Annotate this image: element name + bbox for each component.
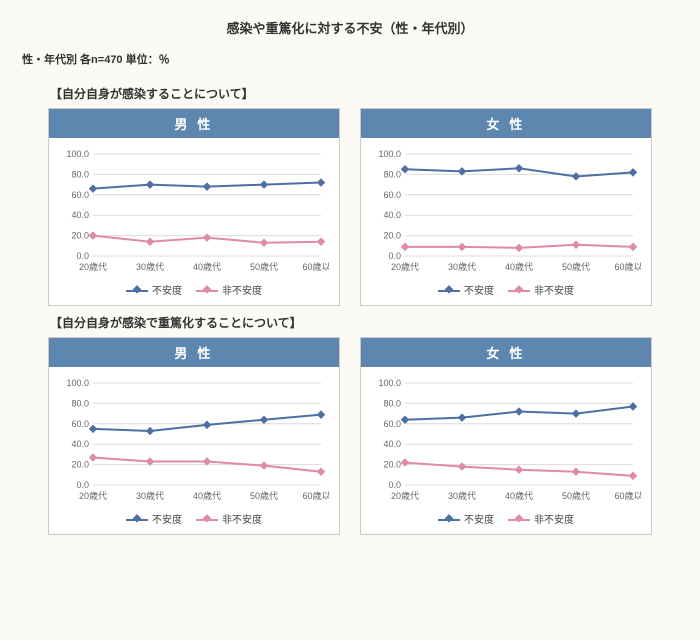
chart-plot-area: 0.0 20.0 40.0 60.0 80.0 100.0 20歳代 30歳代 40歳代 50歳代…: [49, 138, 339, 278]
svg-text:40歳代: 40歳代: [193, 490, 221, 501]
svg-text:60.0: 60.0: [71, 419, 89, 429]
svg-text:80.0: 80.0: [71, 398, 89, 408]
sample-note: 性・年代別 各n=470 単位：％: [22, 51, 700, 67]
svg-text:40.0: 40.0: [383, 439, 401, 449]
legend-label: 非不安度: [222, 511, 262, 526]
svg-text:100.0: 100.0: [378, 149, 401, 159]
chart-panel: 女 性 0.0 20.0 40.0 60.0 80.0 100.0 20歳代 30歳代 40歳代 5…: [360, 108, 652, 306]
legend-item: 不安度: [126, 282, 182, 297]
chart-legend: 不安度 非不安度: [361, 507, 651, 534]
svg-text:60歳以上: 60歳以上: [614, 261, 641, 272]
svg-text:20.0: 20.0: [71, 231, 89, 241]
svg-text:60.0: 60.0: [383, 419, 401, 429]
svg-text:50歳代: 50歳代: [562, 490, 590, 501]
svg-text:40.0: 40.0: [71, 210, 89, 220]
legend-item: 非不安度: [508, 511, 574, 526]
chart-panel: 男 性 0.0 20.0 40.0 60.0 80.0 100.0 20歳代 30歳代 40歳代 5…: [48, 108, 340, 306]
svg-text:50歳代: 50歳代: [250, 261, 278, 272]
svg-text:30歳代: 30歳代: [136, 261, 164, 272]
chart-panel: 男 性 0.0 20.0 40.0 60.0 80.0 100.0 20歳代 30歳代 40歳代 5…: [48, 337, 340, 535]
svg-text:20歳代: 20歳代: [79, 490, 107, 501]
svg-text:80.0: 80.0: [71, 169, 89, 179]
svg-text:60.0: 60.0: [71, 190, 89, 200]
legend-label: 非不安度: [534, 282, 574, 297]
svg-text:20.0: 20.0: [383, 231, 401, 241]
legend-label: 非不安度: [222, 282, 262, 297]
svg-text:20歳代: 20歳代: [79, 261, 107, 272]
chart-row: 男 性 0.0 20.0 40.0 60.0 80.0 100.0 20歳代 30歳代 40歳代 5…: [0, 337, 700, 535]
legend-label: 不安度: [152, 282, 182, 297]
svg-text:40.0: 40.0: [383, 210, 401, 220]
chart-plot-area: 0.0 20.0 40.0 60.0 80.0 100.0 20歳代 30歳代 40歳代 50歳代…: [49, 367, 339, 507]
svg-text:40歳代: 40歳代: [193, 261, 221, 272]
legend-label: 不安度: [464, 511, 494, 526]
page-title: 感染や重篤化に対する不安（性・年代別）: [0, 18, 700, 37]
chart-legend: 不安度 非不安度: [49, 507, 339, 534]
legend-item: 非不安度: [508, 282, 574, 297]
svg-text:20歳代: 20歳代: [391, 490, 419, 501]
chart-header: 男 性: [49, 338, 339, 367]
svg-text:40歳代: 40歳代: [505, 261, 533, 272]
svg-text:30歳代: 30歳代: [448, 261, 476, 272]
svg-text:0.0: 0.0: [76, 480, 89, 490]
svg-text:60歳以上: 60歳以上: [302, 490, 329, 501]
svg-text:100.0: 100.0: [378, 378, 401, 388]
svg-text:20歳代: 20歳代: [391, 261, 419, 272]
chart-plot: 0.0 20.0 40.0 60.0 80.0 100.0 20歳代 30歳代 40歳代 50歳代…: [371, 148, 641, 272]
svg-text:20.0: 20.0: [383, 460, 401, 470]
svg-text:60歳以上: 60歳以上: [614, 490, 641, 501]
svg-text:20.0: 20.0: [71, 460, 89, 470]
legend-item: 不安度: [438, 511, 494, 526]
svg-text:30歳代: 30歳代: [448, 490, 476, 501]
legend-item: 非不安度: [196, 511, 262, 526]
svg-text:60歳以上: 60歳以上: [302, 261, 329, 272]
svg-text:40歳代: 40歳代: [505, 490, 533, 501]
svg-text:0.0: 0.0: [388, 251, 401, 261]
section-heading: 【自分自身が感染で重篤化することについて】: [50, 314, 700, 331]
chart-plot: 0.0 20.0 40.0 60.0 80.0 100.0 20歳代 30歳代 40歳代 50歳代…: [59, 377, 329, 501]
legend-item: 非不安度: [196, 282, 262, 297]
legend-label: 非不安度: [534, 511, 574, 526]
svg-text:100.0: 100.0: [66, 149, 89, 159]
legend-label: 不安度: [152, 511, 182, 526]
section-heading: 【自分自身が感染することについて】: [50, 85, 700, 102]
chart-row: 男 性 0.0 20.0 40.0 60.0 80.0 100.0 20歳代 30歳代 40歳代 5…: [0, 108, 700, 306]
chart-header: 女 性: [361, 109, 651, 138]
legend-item: 不安度: [126, 511, 182, 526]
legend-label: 不安度: [464, 282, 494, 297]
chart-plot-area: 0.0 20.0 40.0 60.0 80.0 100.0 20歳代 30歳代 40歳代 50歳代…: [361, 138, 651, 278]
chart-header: 女 性: [361, 338, 651, 367]
svg-text:0.0: 0.0: [388, 480, 401, 490]
chart-legend: 不安度 非不安度: [361, 278, 651, 305]
chart-header: 男 性: [49, 109, 339, 138]
svg-text:80.0: 80.0: [383, 169, 401, 179]
svg-text:0.0: 0.0: [76, 251, 89, 261]
svg-text:30歳代: 30歳代: [136, 490, 164, 501]
svg-text:50歳代: 50歳代: [250, 490, 278, 501]
chart-plot: 0.0 20.0 40.0 60.0 80.0 100.0 20歳代 30歳代 40歳代 50歳代…: [59, 148, 329, 272]
svg-text:50歳代: 50歳代: [562, 261, 590, 272]
chart-plot: 0.0 20.0 40.0 60.0 80.0 100.0 20歳代 30歳代 40歳代 50歳代…: [371, 377, 641, 501]
legend-item: 不安度: [438, 282, 494, 297]
chart-plot-area: 0.0 20.0 40.0 60.0 80.0 100.0 20歳代 30歳代 40歳代 50歳代…: [361, 367, 651, 507]
chart-legend: 不安度 非不安度: [49, 278, 339, 305]
svg-text:100.0: 100.0: [66, 378, 89, 388]
page-root: 感染や重篤化に対する不安（性・年代別） 性・年代別 各n=470 単位：％ 【自…: [0, 0, 700, 563]
svg-text:80.0: 80.0: [383, 398, 401, 408]
svg-text:40.0: 40.0: [71, 439, 89, 449]
chart-panel: 女 性 0.0 20.0 40.0 60.0 80.0 100.0 20歳代 30歳代 40歳代 5…: [360, 337, 652, 535]
svg-text:60.0: 60.0: [383, 190, 401, 200]
